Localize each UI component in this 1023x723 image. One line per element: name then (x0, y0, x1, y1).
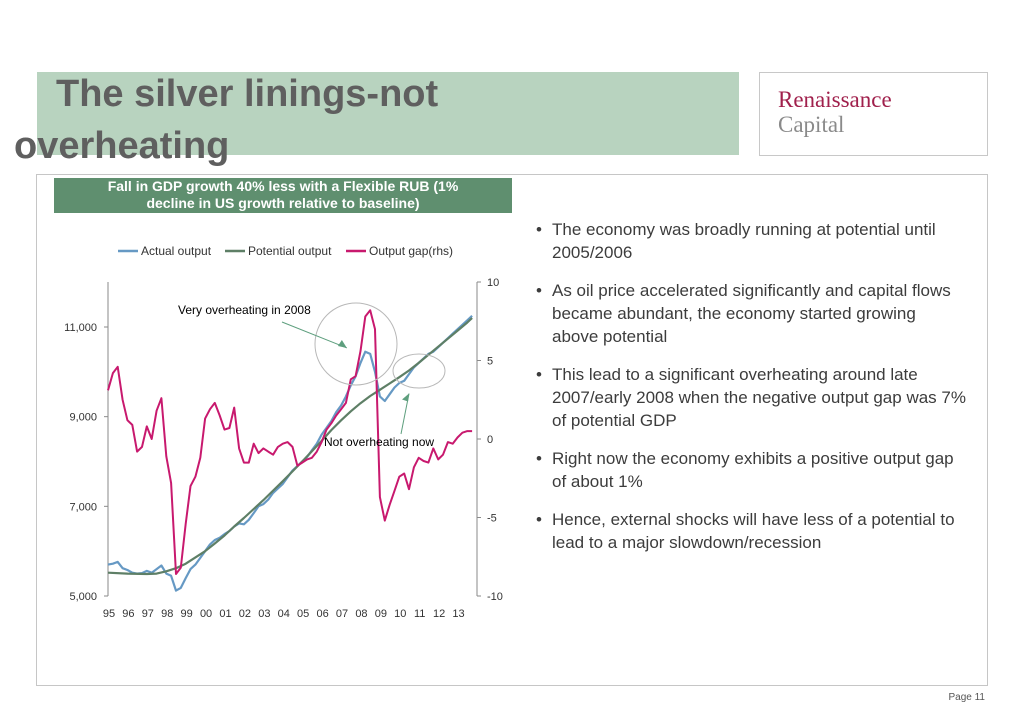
x-axis-tick-label: 99 (181, 608, 193, 620)
x-axis-tick-label: 04 (278, 608, 290, 620)
chart-header-line2: decline in US growth relative to baselin… (146, 195, 420, 211)
x-axis-tick-label: 08 (355, 608, 367, 620)
slide-title-line2: overheating (14, 125, 230, 167)
legend-label-actual: Actual output (141, 244, 212, 258)
overheating-circle (314, 302, 398, 386)
renaissance-capital-logo: Renaissance Capital (759, 72, 988, 156)
x-axis-tick-label: 12 (433, 608, 445, 620)
x-axis-tick-label: 11 (414, 608, 425, 620)
legend-label-gap: Output gap(rhs) (369, 244, 453, 258)
right-axis-tick-label: 10 (487, 277, 499, 289)
logo-line2: Capital (778, 112, 845, 137)
x-axis-tick-label: 05 (297, 608, 309, 620)
x-axis-tick-label: 10 (394, 608, 406, 620)
left-axis-tick-label: 7,000 (69, 501, 97, 513)
content-frame (36, 174, 988, 686)
x-axis-tick-label: 00 (200, 608, 212, 620)
x-axis-tick-label: 09 (375, 608, 387, 620)
x-axis-tick-label: 03 (258, 608, 270, 620)
bullet-item: Hence, external shocks will have less of… (536, 508, 966, 554)
legend-label-potential: Potential output (248, 244, 332, 258)
x-axis-tick-label: 01 (219, 608, 231, 620)
x-axis-tick-label: 13 (452, 608, 464, 620)
right-axis-tick-label: 5 (487, 356, 493, 368)
chart-header: Fall in GDP growth 40% less with a Flexi… (54, 178, 512, 213)
annotation-overheating-2008: Very overheating in 2008 (178, 303, 311, 317)
right-axis-tick-label: -10 (487, 591, 503, 603)
x-axis-tick-label: 97 (142, 608, 154, 620)
x-axis-tick-label: 96 (122, 608, 134, 620)
annotation-arrowhead-not-overheating (402, 393, 410, 402)
right-axis-tick-label: -5 (487, 513, 497, 525)
x-axis-tick-label: 07 (336, 608, 348, 620)
annotation-arrow-overheating (281, 321, 348, 349)
page-number: Page 11 (948, 692, 985, 703)
now-circle (392, 353, 446, 389)
title-band (37, 72, 739, 155)
x-axis-tick-label: 06 (316, 608, 328, 620)
bullet-item: The economy was broadly running at poten… (536, 218, 966, 264)
x-axis-tick-label: 98 (161, 608, 173, 620)
left-axis-tick-label: 11,000 (64, 322, 97, 334)
logo-line1: Renaissance (778, 87, 892, 112)
left-axis-tick-label: 5,000 (69, 591, 97, 603)
annotation-arrowhead-overheating (337, 339, 347, 348)
annotation-not-overheating: Not overheating now (324, 435, 434, 449)
left-axis-tick-label: 9,000 (69, 412, 97, 424)
bullet-list: The economy was broadly running at poten… (536, 218, 966, 569)
bullet-item: Right now the economy exhibits a positiv… (536, 447, 966, 493)
bullet-item: As oil price accelerated significantly a… (536, 279, 966, 348)
series-line-gap (107, 309, 473, 575)
x-axis-tick-label: 95 (103, 608, 115, 620)
bullet-item: This lead to a significant overheating a… (536, 363, 966, 432)
chart-header-line1: Fall in GDP growth 40% less with a Flexi… (107, 178, 459, 194)
series-line-actual (107, 314, 473, 592)
x-axis-tick-label: 02 (239, 608, 251, 620)
right-axis-tick-label: 0 (487, 434, 493, 446)
slide-title: The silver linings-not overheating (14, 68, 574, 172)
slide-title-line1: The silver linings-not (56, 73, 439, 115)
